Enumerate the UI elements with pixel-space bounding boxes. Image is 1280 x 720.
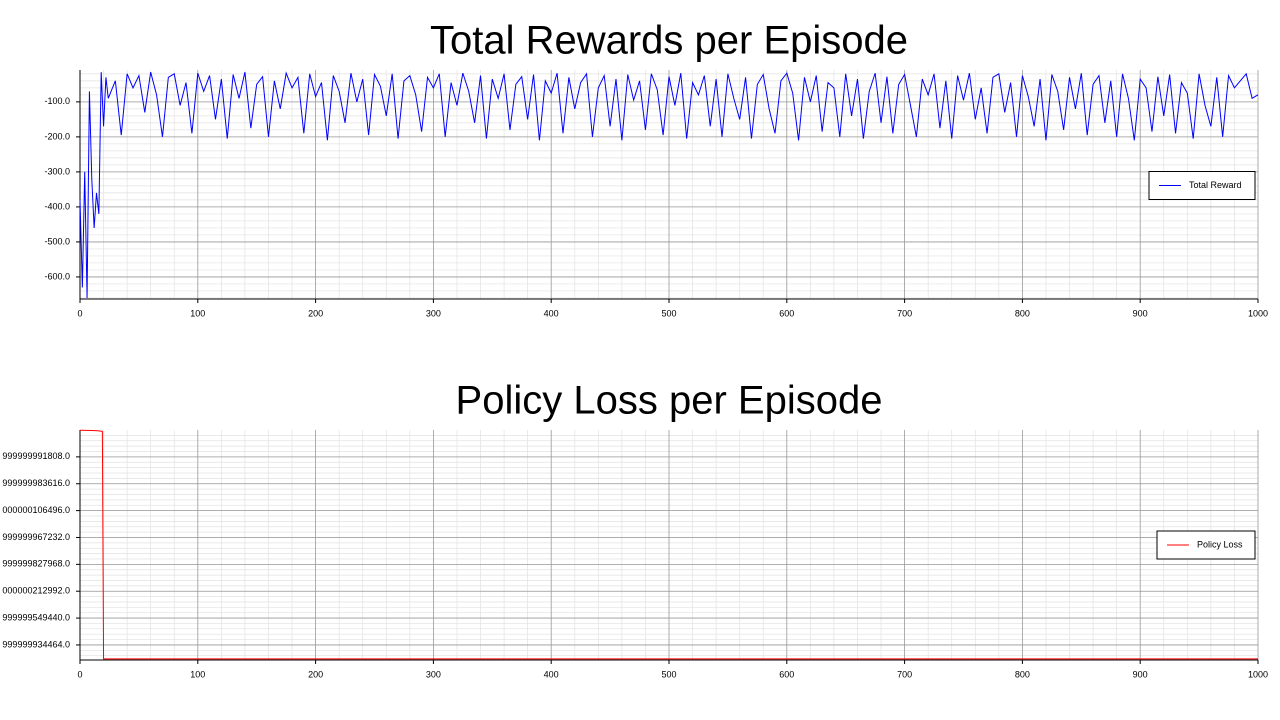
- x-tick-label: 700: [897, 669, 912, 679]
- chart-title: Total Rewards per Episode: [430, 19, 908, 63]
- y-tick-label: 000000106496.0: [2, 505, 70, 515]
- y-tick-label: 000000212992.0: [2, 586, 70, 596]
- x-tick-label: 900: [1133, 308, 1148, 318]
- x-tick-label: 300: [426, 308, 441, 318]
- x-tick-label: 0: [77, 308, 82, 318]
- x-tick-label: 800: [1015, 669, 1030, 679]
- x-tick-label: 800: [1015, 308, 1030, 318]
- x-tick-label: 500: [661, 669, 676, 679]
- x-tick-label: 0: [77, 669, 82, 679]
- x-tick-label: 200: [308, 308, 323, 318]
- y-tick-label: -600.0: [44, 271, 70, 281]
- data-line: [79, 71, 1259, 298]
- y-tick-label: -500.0: [44, 236, 70, 246]
- data-line: [79, 429, 1258, 660]
- chart-title: Policy Loss per Episode: [456, 379, 883, 423]
- y-tick-label: 999999934464.0: [2, 639, 70, 649]
- x-tick-label: 600: [779, 669, 794, 679]
- x-tick-label: 400: [544, 308, 559, 318]
- x-tick-label: 100: [190, 308, 205, 318]
- y-tick-label: -200.0: [44, 131, 70, 141]
- y-tick-label: 999999983616.0: [2, 478, 70, 488]
- y-tick-label: -400.0: [44, 201, 70, 211]
- x-tick-label: 300: [426, 669, 441, 679]
- x-tick-label: 900: [1133, 669, 1148, 679]
- y-tick-label: 999999827968.0: [2, 559, 70, 569]
- x-tick-label: 400: [544, 669, 559, 679]
- y-tick-label: -100.0: [44, 96, 70, 106]
- x-tick-label: 700: [897, 308, 912, 318]
- legend-label: Policy Loss: [1197, 539, 1243, 549]
- y-tick-label: -300.0: [44, 166, 70, 176]
- y-tick-label: 999999991808.0: [2, 451, 70, 461]
- y-tick-label: 999999549440.0: [2, 612, 70, 622]
- x-tick-label: 1000: [1248, 308, 1268, 318]
- x-tick-label: 200: [308, 669, 323, 679]
- legend-label: Total Reward: [1189, 180, 1242, 190]
- x-tick-label: 100: [190, 669, 205, 679]
- x-tick-label: 600: [779, 308, 794, 318]
- y-tick-label: 999999967232.0: [2, 532, 70, 542]
- x-tick-label: 1000: [1248, 669, 1268, 679]
- x-tick-label: 500: [661, 308, 676, 318]
